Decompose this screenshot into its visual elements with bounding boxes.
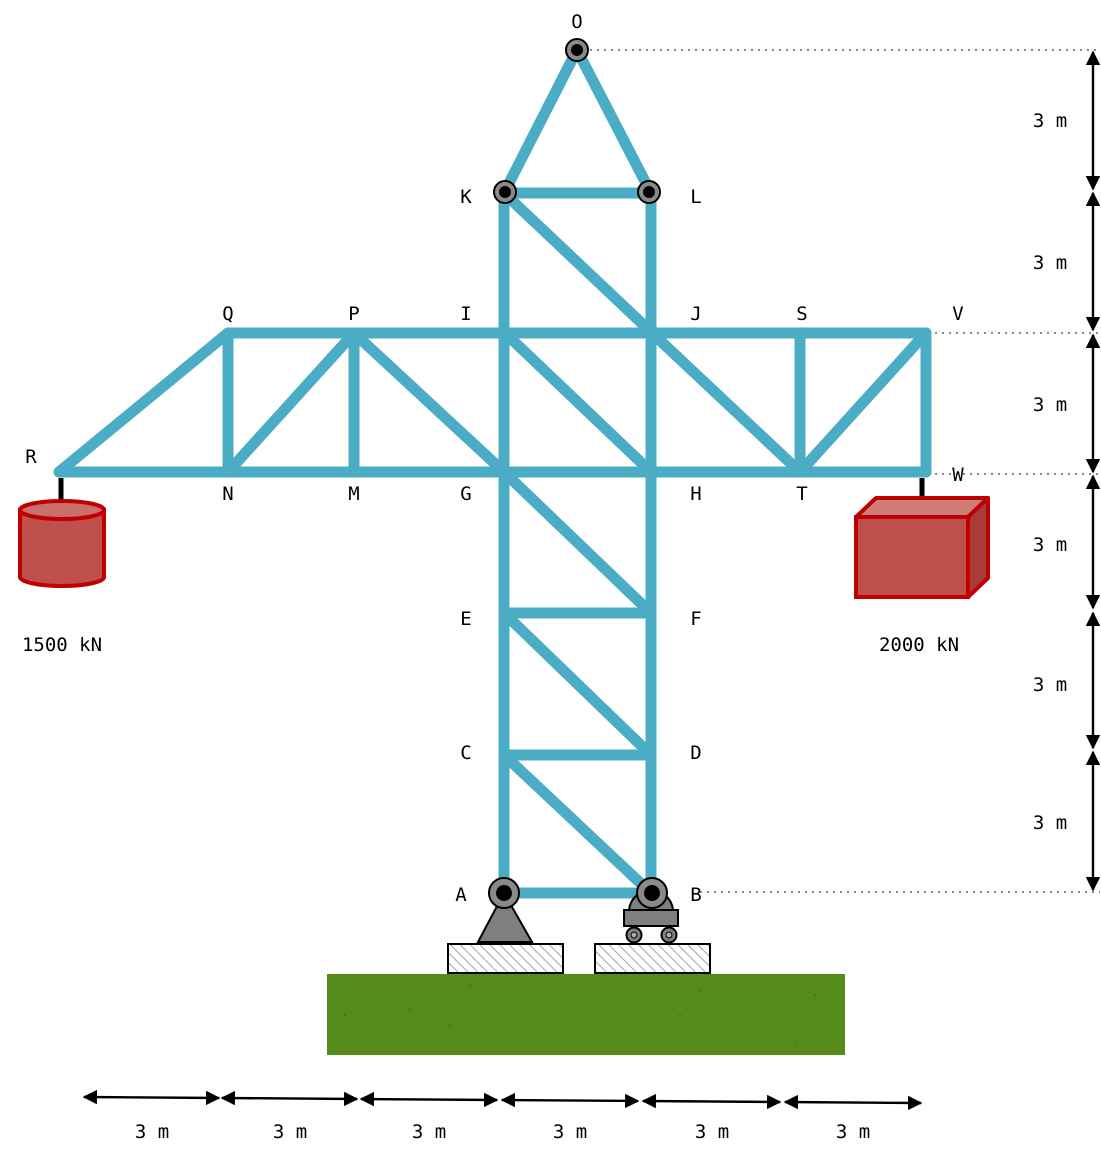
node-label-p: P	[348, 303, 359, 325]
dim-label-v3: 3 m	[1033, 394, 1067, 416]
foundation-block-b	[595, 944, 710, 973]
node-label-d: D	[690, 742, 701, 764]
dim-label-h5: 3 m	[695, 1121, 729, 1143]
cylinder-weight-icon	[20, 478, 104, 586]
node-label-f: F	[690, 608, 701, 630]
node-label-w: W	[952, 464, 964, 486]
joint-b-icon	[637, 878, 667, 908]
node-label-q: Q	[222, 303, 233, 325]
node-label-b: B	[690, 884, 701, 906]
joint-l-icon	[638, 181, 660, 203]
node-label-r: R	[25, 446, 37, 468]
dim-label-v4: 3 m	[1033, 534, 1067, 556]
dim-label-h3: 3 m	[412, 1121, 446, 1143]
node-label-h: H	[690, 483, 701, 505]
joint-o-icon	[566, 39, 588, 61]
node-label-m: M	[348, 483, 359, 505]
node-label-j: J	[690, 303, 701, 325]
node-label-l: L	[690, 186, 701, 208]
node-label-n: N	[222, 483, 233, 505]
node-label-s: S	[796, 303, 807, 325]
node-label-t: T	[796, 483, 807, 505]
horizontal-dimensions: 3 m 3 m 3 m 3 m 3 m 3 m	[84, 1097, 921, 1143]
node-label-a: A	[455, 884, 467, 906]
node-label-v: V	[952, 303, 963, 325]
truss-members	[59, 50, 926, 893]
node-label-i: I	[460, 303, 471, 325]
node-label-o: O	[571, 11, 582, 33]
ground	[327, 974, 845, 1055]
load-label-right: 2000 kN	[879, 634, 959, 656]
load-label-left: 1500 kN	[22, 634, 102, 656]
node-label-e: E	[460, 608, 471, 630]
dim-label-h4: 3 m	[553, 1121, 587, 1143]
dim-label-v5: 3 m	[1033, 674, 1067, 696]
joint-k-icon	[494, 181, 516, 203]
foundation-block-a	[448, 944, 563, 973]
dim-label-v2: 3 m	[1033, 252, 1067, 274]
node-label-g: G	[460, 483, 471, 505]
node-label-c: C	[460, 742, 471, 764]
box-weight-icon	[856, 478, 988, 597]
vertical-dimensions: 3 m 3 m 3 m 3 m 3 m 3 m	[1033, 52, 1093, 890]
dim-label-h1: 3 m	[135, 1121, 169, 1143]
node-label-k: K	[460, 186, 472, 208]
dim-label-v1: 3 m	[1033, 110, 1067, 132]
dim-label-h2: 3 m	[273, 1121, 307, 1143]
dim-label-h6: 3 m	[836, 1121, 870, 1143]
joint-a-icon	[489, 878, 519, 908]
dim-label-v6: 3 m	[1033, 812, 1067, 834]
